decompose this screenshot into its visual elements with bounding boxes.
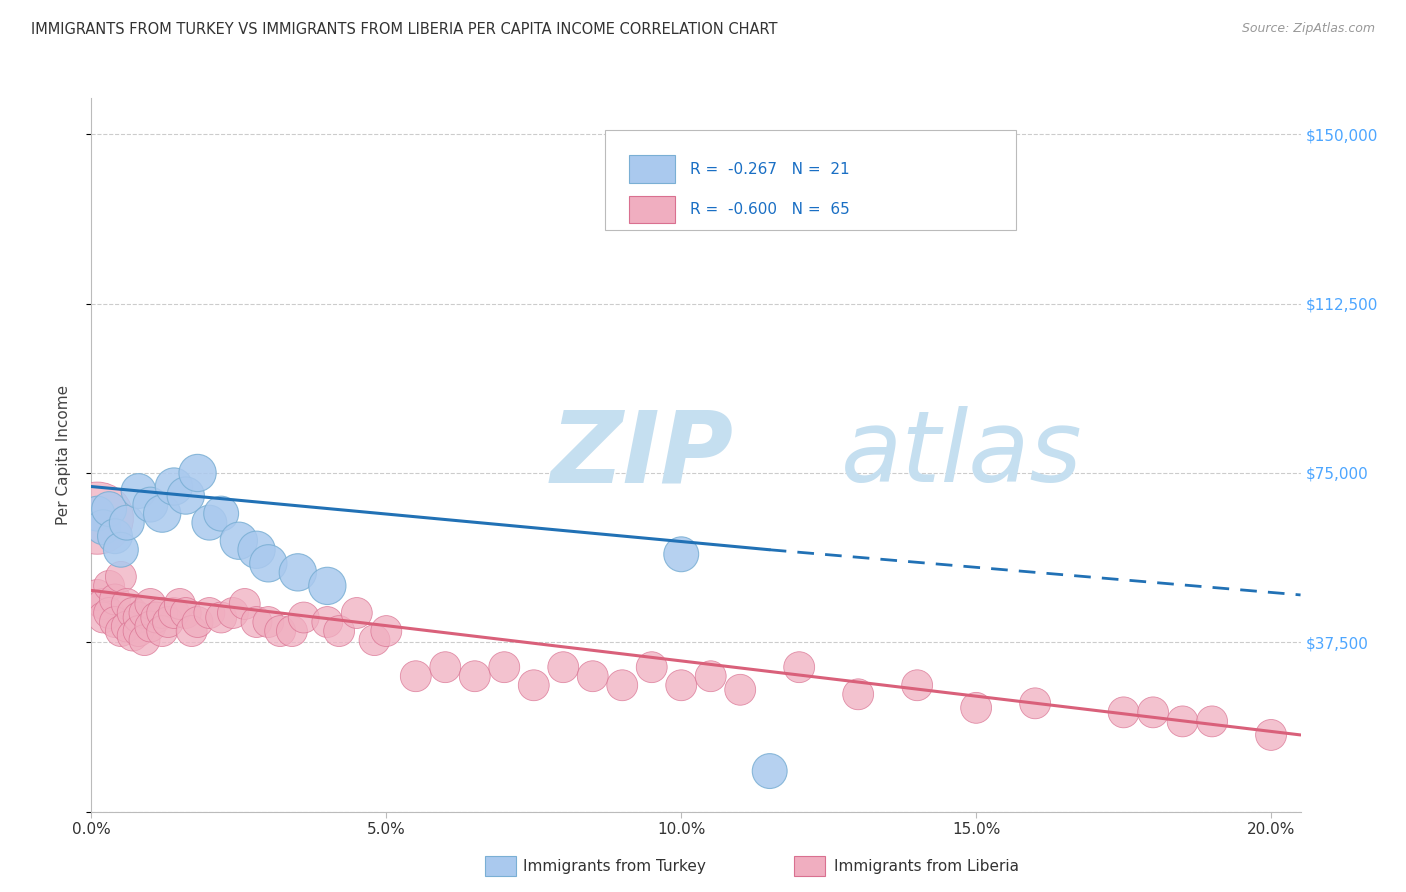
Point [198,516,221,530]
Point [86,511,108,525]
Point [846,687,869,701]
Point [1260,728,1282,742]
Point [98,579,121,593]
Bar [630,196,675,223]
Text: Immigrants from Turkey: Immigrants from Turkey [523,859,706,873]
Point [257,557,280,571]
Text: Immigrants from Liberia: Immigrants from Liberia [834,859,1019,873]
Point [728,682,751,697]
Point [128,610,150,624]
Point [198,606,221,620]
Point [104,615,127,629]
FancyBboxPatch shape [605,130,1017,230]
Point [104,529,127,543]
Point [139,498,162,512]
Point [233,597,256,611]
Text: ZIP: ZIP [551,407,734,503]
Point [86,507,108,521]
Point [98,502,121,516]
Point [163,606,186,620]
Point [905,678,928,692]
Point [434,660,457,674]
Point [110,570,132,584]
Point [1142,706,1164,720]
Point [115,597,138,611]
Point [1024,696,1046,710]
Point [187,615,209,629]
Point [328,624,350,638]
Point [316,579,339,593]
Bar [630,155,675,183]
Text: Source: ZipAtlas.com: Source: ZipAtlas.com [1241,22,1375,36]
Point [157,615,180,629]
Text: atlas: atlas [841,407,1083,503]
Point [1171,714,1194,729]
Point [169,597,191,611]
Point [316,615,339,629]
Point [758,764,780,778]
Point [671,678,693,692]
Point [1112,706,1135,720]
Point [787,660,810,674]
Point [150,606,173,620]
Point [699,669,721,683]
Point [363,633,385,648]
Point [209,507,232,521]
Point [375,624,398,638]
Point [222,606,245,620]
Point [121,606,143,620]
Point [150,507,173,521]
Point [464,669,486,683]
Text: IMMIGRANTS FROM TURKEY VS IMMIGRANTS FROM LIBERIA PER CAPITA INCOME CORRELATION : IMMIGRANTS FROM TURKEY VS IMMIGRANTS FRO… [31,22,778,37]
Point [553,660,575,674]
Point [292,610,315,624]
Point [582,669,605,683]
Point [612,678,634,692]
Point [187,466,209,480]
Point [150,624,173,638]
Point [104,592,127,607]
Point [281,624,304,638]
Point [110,542,132,557]
Point [134,633,156,648]
Point [641,660,664,674]
Point [121,629,143,643]
Point [91,610,114,624]
Point [139,619,162,633]
Point [115,619,138,633]
Y-axis label: Per Capita Income: Per Capita Income [56,384,70,525]
Point [174,606,197,620]
Point [134,606,156,620]
Point [494,660,516,674]
Point [405,669,427,683]
Point [145,610,167,624]
Point [1201,714,1223,729]
Point [91,520,114,534]
Point [128,624,150,638]
Point [228,533,250,548]
Point [98,606,121,620]
Point [523,678,546,692]
Point [671,547,693,561]
Point [180,624,202,638]
Point [174,489,197,503]
Point [287,566,309,580]
Point [86,588,108,602]
Text: R =  -0.267   N =  21: R = -0.267 N = 21 [690,161,849,177]
Point [163,479,186,493]
Point [91,597,114,611]
Point [115,516,138,530]
Point [346,606,368,620]
Point [965,701,987,715]
Point [257,615,280,629]
Point [245,615,267,629]
Point [245,542,267,557]
Point [209,610,232,624]
Point [110,624,132,638]
Point [128,484,150,499]
Point [269,624,291,638]
Point [139,597,162,611]
Text: R =  -0.600   N =  65: R = -0.600 N = 65 [690,202,849,218]
